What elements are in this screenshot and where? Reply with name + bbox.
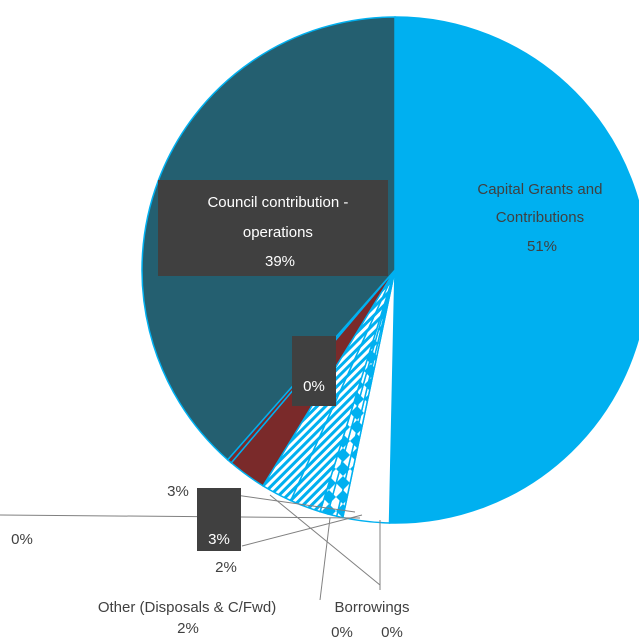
label-capital-line2: Contributions (496, 209, 584, 226)
label-council-line2: operations (243, 224, 313, 241)
label-borrowings: Borrowings (334, 599, 409, 616)
label-council: Council contribution - operations 39% (207, 194, 352, 270)
label-council-pct: 39% (265, 253, 295, 270)
label-capital-line1: Capital Grants and (477, 181, 602, 198)
label-inner-zero-box (292, 336, 336, 406)
label-three-b: 3% (208, 531, 230, 548)
label-inner-zero: 0% (303, 378, 325, 395)
leader-line-1 (0, 514, 361, 519)
label-two: 2% (215, 559, 237, 576)
label-council-line1: Council contribution - (207, 194, 348, 211)
label-pct-a: 0% (331, 624, 353, 641)
label-pct-b: 0% (381, 624, 403, 641)
leader-line-3 (269, 494, 381, 586)
label-three-a: 3% (167, 483, 189, 500)
label-zero-left: 0% (11, 531, 33, 548)
label-other-pct: 2% (177, 620, 199, 637)
label-council-box (158, 180, 388, 276)
label-capital-grants: Capital Grants and Contributions 51% (477, 181, 606, 255)
leader-line-4 (319, 517, 331, 601)
label-other: Other (Disposals & C/Fwd) (98, 599, 276, 616)
leader-line-2 (241, 514, 363, 547)
label-three-box (197, 488, 241, 551)
label-capital-pct: 51% (527, 238, 557, 255)
pie-slice-0 (388, 16, 639, 524)
